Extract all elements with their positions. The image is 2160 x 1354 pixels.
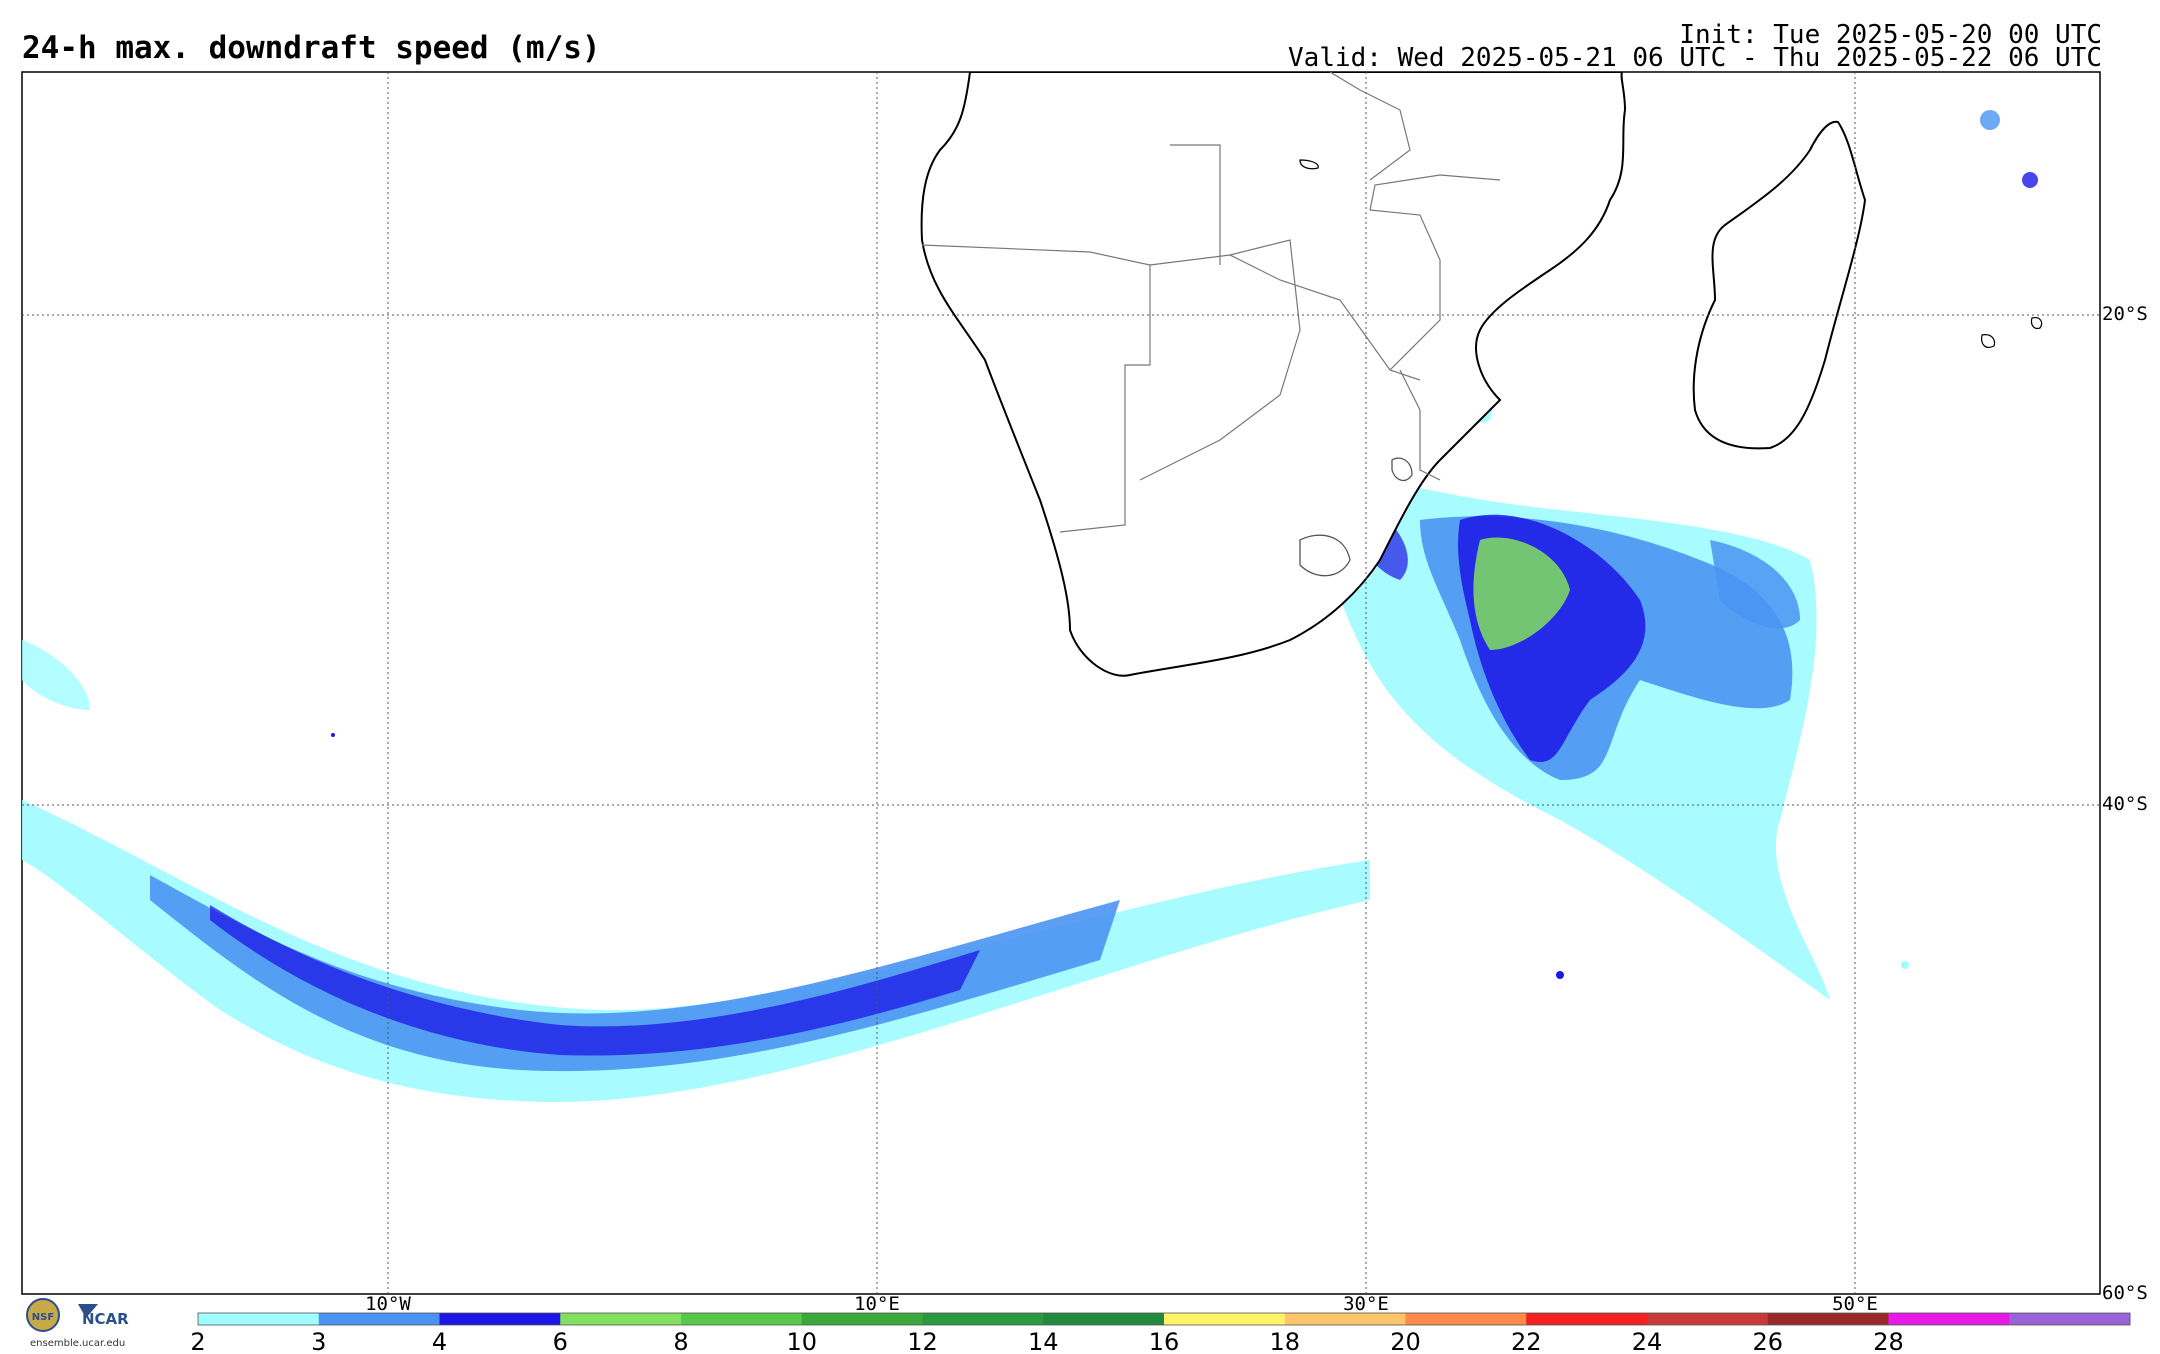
colorbar-segment <box>439 1313 561 1325</box>
ncar-mark-icon <box>78 1304 98 1318</box>
lesotho-border <box>1299 534 1351 577</box>
lat-label-20s: 20°S <box>2102 303 2148 325</box>
colorbar-tick-label: 8 <box>673 1328 688 1354</box>
colorbar-tick-label: 24 <box>1632 1328 1663 1354</box>
scattered-cells <box>331 110 2038 979</box>
colorbar-tick-label: 22 <box>1511 1328 1542 1354</box>
colorbar-segment <box>1405 1313 1527 1325</box>
colorbar-tick-label: 12 <box>907 1328 938 1354</box>
colorbar-segment <box>198 1313 320 1325</box>
colorbar-tick-label: 10 <box>786 1328 817 1354</box>
ncar-url: ensemble.ucar.edu <box>30 1338 126 1349</box>
lat-label-40s: 40°S <box>2102 793 2148 815</box>
colorbar-segment <box>1647 1313 1769 1325</box>
colorbar-tick-label: 2 <box>190 1328 205 1354</box>
colorbar-segment <box>1888 1313 2010 1325</box>
nsf-seal-icon <box>26 1298 60 1332</box>
ncar-logo-text: NCAR <box>82 1310 129 1328</box>
colorbar-tick-label: 6 <box>553 1328 568 1354</box>
madagascar <box>1692 120 1867 450</box>
lon-label-50e: 50°E <box>1832 1293 1878 1315</box>
lat-label-60s: 60°S <box>2102 1282 2148 1304</box>
lon-label-30e: 30°E <box>1343 1293 1389 1315</box>
colorbar-tick-label: 28 <box>1873 1328 1904 1354</box>
colorbar-segment <box>1767 1313 1889 1325</box>
colorbar-tick-label: 16 <box>1149 1328 1180 1354</box>
lake-icon <box>1299 159 1319 170</box>
colorbar-tick-label: 14 <box>1028 1328 1059 1354</box>
colorbar-tick-label: 3 <box>311 1328 326 1354</box>
lon-label-10e: 10°E <box>854 1293 900 1315</box>
valid-time: Valid: Wed 2025-05-21 06 UTC - Thu 2025-… <box>1288 43 2102 73</box>
colorbar-segment <box>560 1313 682 1325</box>
country-borders <box>921 72 1501 533</box>
map-title: 24-h max. downdraft speed (m/s) <box>22 30 601 66</box>
init-time: Init: Tue 2025-05-20 00 UTC <box>1679 20 2102 50</box>
africa-coastline <box>920 72 1627 677</box>
colorbar-segment <box>1526 1313 1648 1325</box>
eswatini-border <box>1391 457 1413 482</box>
colorbar-segment <box>681 1313 803 1325</box>
colorbar: 2 3 4 6 8 10 12 14 16 18 20 22 24 26 28 <box>190 1312 2131 1354</box>
colorbar-segment <box>318 1313 440 1325</box>
colorbar-segment <box>801 1313 923 1325</box>
reunion <box>2030 317 2043 330</box>
colorbar-segment <box>1164 1313 1286 1325</box>
nsf-seal-text: NSF <box>32 1312 54 1323</box>
colorbar-border <box>197 1312 2131 1326</box>
colorbar-tick-label: 26 <box>1752 1328 1783 1354</box>
colorbar-tick-label: 4 <box>432 1328 447 1354</box>
lon-label-10w: 10°W <box>365 1293 411 1315</box>
colorbar-segment <box>2009 1313 2131 1325</box>
graticule <box>22 72 2100 1294</box>
nsf-ncar-logo: NSF NCAR <box>26 1298 129 1332</box>
colorbar-tick-label: 18 <box>1269 1328 1300 1354</box>
colorbar-tick-label: 20 <box>1390 1328 1421 1354</box>
mauritius <box>1981 334 1996 348</box>
colorbar-segment <box>1043 1313 1165 1325</box>
colorbar-segment <box>1284 1313 1406 1325</box>
colorbar-segment <box>922 1313 1044 1325</box>
